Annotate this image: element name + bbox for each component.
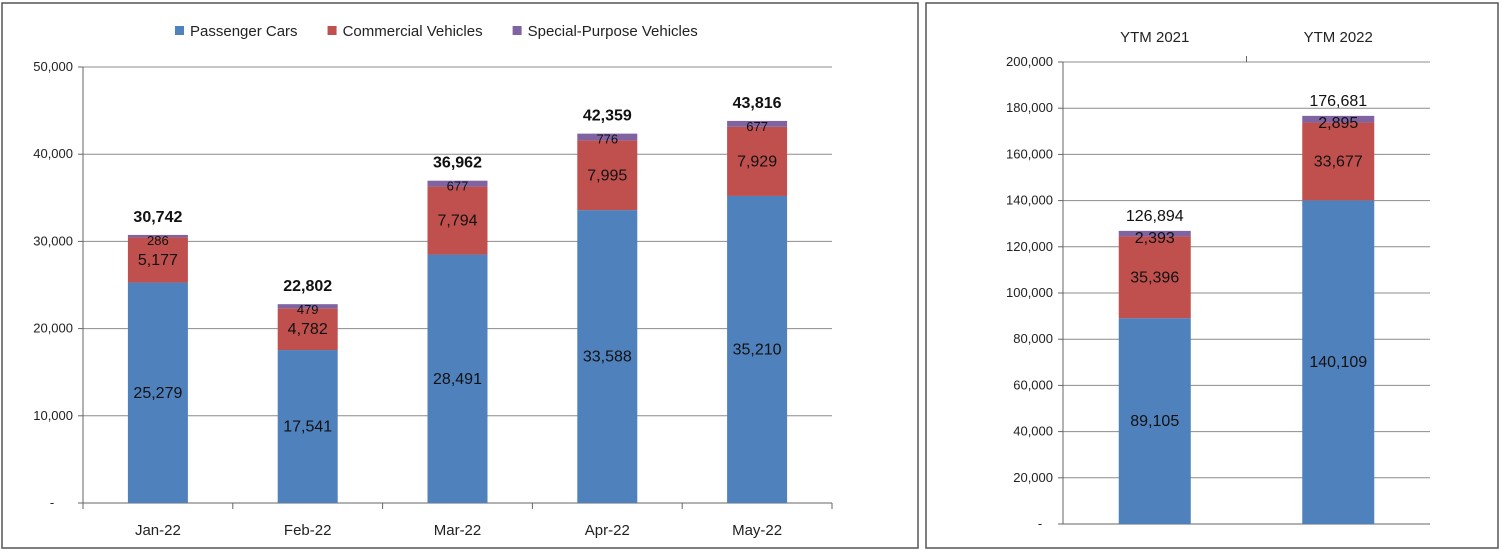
y-tick-label: 40,000	[1013, 424, 1053, 439]
monthly-chart-border	[1, 2, 919, 549]
bar-commercial-vehicles-may-22	[727, 126, 788, 196]
value-label: 17,541	[283, 419, 332, 436]
value-label: 7,995	[587, 167, 627, 184]
y-tick-label: 140,000	[1006, 193, 1053, 208]
x-tick-label: Feb-22	[284, 522, 332, 539]
x-tick-label: YTM 2021	[1120, 29, 1189, 46]
value-label: 677	[447, 179, 469, 194]
bar-passenger-cars-jan-22	[127, 282, 188, 503]
bar-special-purpose-vehicles-jan-22	[127, 234, 188, 238]
legend-item-passenger-cars: Passenger Cars	[190, 23, 298, 40]
total-label: 22,802	[283, 278, 332, 295]
legend-swatch-special-purpose-vehicles	[512, 26, 522, 35]
total-label: 30,742	[133, 209, 182, 226]
legend-swatch-passenger-cars	[175, 26, 184, 35]
value-label: 5,177	[138, 252, 178, 269]
value-label: 35,210	[733, 341, 782, 358]
total-label: 42,359	[583, 108, 632, 125]
y-tick-label: 120,000	[1006, 239, 1053, 254]
value-label: 479	[297, 302, 319, 317]
y-tick-label: 60,000	[1013, 377, 1053, 392]
x-tick-label: YTM 2022	[1304, 29, 1373, 46]
total-label: 43,816	[733, 95, 782, 112]
value-label: 28,491	[433, 371, 482, 388]
y-tick-label: 200,000	[1006, 54, 1053, 69]
ytm-sales-chart: - 20,000 40,000 60,000 80,000 100,000 120,000 1…	[1006, 29, 1430, 531]
x-tick-label: Apr-22	[585, 522, 630, 539]
legend: Passenger Cars Commercial Vehicles Special…	[175, 23, 698, 40]
y-tick-label: 50,000	[33, 59, 73, 74]
bar-commercial-vehicles-apr-22	[577, 140, 638, 211]
value-label: 25,279	[133, 385, 182, 402]
value-label: 7,794	[437, 213, 477, 230]
bar-special-purpose-vehicles-feb-22	[277, 304, 338, 309]
value-label: 33,677	[1314, 153, 1363, 170]
bar-commercial-vehicles-mar-22	[427, 186, 488, 255]
total-label: 126,894	[1126, 208, 1184, 225]
y-tick-label: 100,000	[1006, 285, 1053, 300]
value-label: 776	[596, 132, 618, 147]
value-label: 140,109	[1309, 354, 1367, 371]
ytm-chart-border	[925, 2, 1499, 549]
bar-passenger-cars-apr-22	[577, 210, 638, 503]
value-label: 35,396	[1130, 269, 1179, 286]
value-label: 677	[746, 119, 768, 134]
bar-commercial-vehicles-jan-22	[127, 237, 188, 283]
bar-special-purpose-vehicles-apr-22	[577, 133, 638, 141]
bar-passenger-cars-ytm-2021	[1118, 318, 1191, 524]
value-label: 2,393	[1135, 230, 1175, 247]
y-tick-label: 80,000	[1013, 331, 1053, 346]
legend-swatch-commercial-vehicles	[327, 26, 337, 35]
y-tick-label: 160,000	[1006, 146, 1053, 161]
legend-item-special-purpose-vehicles: Special-Purpose Vehicles	[528, 23, 698, 40]
bar-commercial-vehicles-ytm-2022	[1302, 122, 1375, 201]
x-tick-label: May-22	[732, 522, 782, 539]
bar-commercial-vehicles-feb-22	[277, 308, 338, 351]
bar-commercial-vehicles-ytm-2021	[1118, 236, 1191, 319]
y-tick-label: -	[50, 495, 54, 510]
monthly-sales-chart: - 10,000 20,000 30,000 40,000 50,000 Jan-22 25,…	[33, 23, 833, 539]
y-tick-label: 40,000	[33, 146, 73, 161]
total-label: 176,681	[1309, 93, 1367, 110]
bar-passenger-cars-may-22	[727, 195, 788, 503]
value-label: 89,105	[1130, 413, 1179, 430]
x-tick-label: Mar-22	[434, 522, 482, 539]
y-tick-label: -	[1038, 516, 1042, 531]
y-tick-label: 20,000	[33, 321, 73, 336]
bar-special-purpose-vehicles-ytm-2022	[1302, 115, 1375, 123]
bar-passenger-cars-mar-22	[427, 254, 488, 503]
y-tick-label: 180,000	[1006, 100, 1053, 115]
y-tick-label: 10,000	[33, 408, 73, 423]
value-label: 4,782	[288, 321, 328, 338]
value-label: 7,929	[737, 153, 777, 170]
bar-special-purpose-vehicles-ytm-2021	[1118, 230, 1191, 237]
value-label: 33,588	[583, 349, 632, 366]
bar-special-purpose-vehicles-may-22	[727, 120, 788, 127]
bar-passenger-cars-feb-22	[277, 350, 338, 503]
x-tick-label: Jan-22	[135, 522, 181, 539]
value-label: 2,895	[1318, 115, 1358, 132]
bar-passenger-cars-ytm-2022	[1302, 200, 1375, 524]
y-tick-label: 30,000	[33, 233, 73, 248]
legend-item-commercial-vehicles: Commercial Vehicles	[343, 23, 483, 40]
value-label: 286	[147, 233, 169, 248]
bar-special-purpose-vehicles-mar-22	[427, 180, 488, 187]
y-tick-label: 20,000	[1013, 470, 1053, 485]
total-label: 36,962	[433, 155, 482, 172]
